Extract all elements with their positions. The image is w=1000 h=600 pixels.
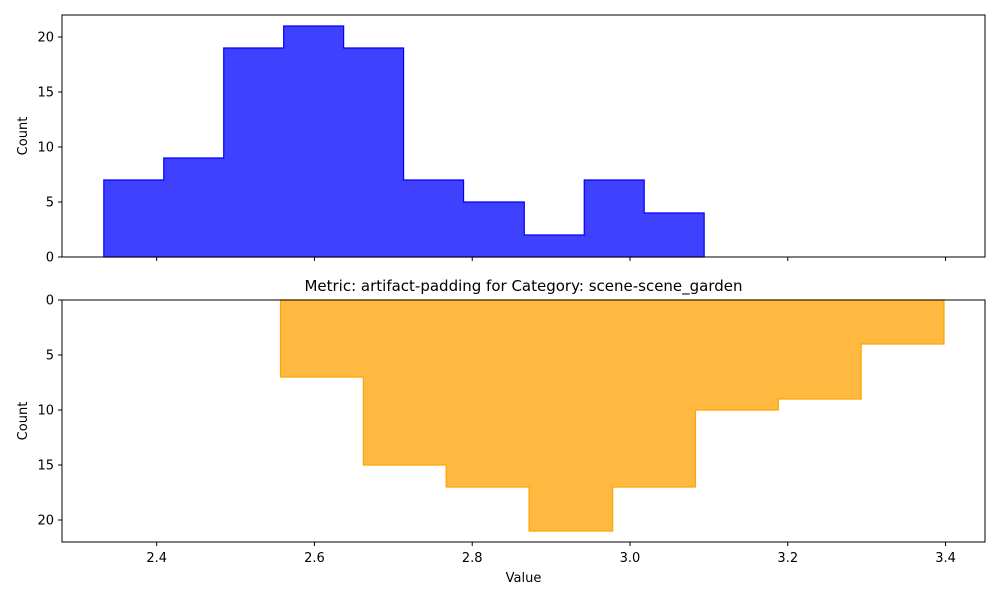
x-tick-label: 3.4 bbox=[935, 551, 956, 566]
histogram-bin bbox=[861, 300, 944, 344]
y-tick-label: 15 bbox=[37, 459, 54, 474]
y-tick-label: 0 bbox=[46, 251, 54, 266]
histogram-bin bbox=[644, 213, 704, 257]
axes-frame bbox=[61, 14, 986, 258]
histogram-bin bbox=[104, 180, 164, 257]
top-histogram-panel: 0 5 10 15 20 Count bbox=[16, 14, 986, 266]
x-tick-label: 3.2 bbox=[777, 551, 798, 566]
bottom-histogram-panel: 2.4 2.6 2.8 3.0 3.2 3.4 0 5 10 15 20 Count Value Metr… bbox=[16, 277, 986, 586]
histogram-bin bbox=[613, 300, 696, 487]
histogram-bin bbox=[446, 300, 529, 487]
x-tick-label: 2.8 bbox=[462, 551, 483, 566]
histogram-bin bbox=[281, 300, 364, 377]
histogram-bin bbox=[284, 26, 344, 257]
axes-frame bbox=[61, 299, 986, 543]
y-axis-label: Count bbox=[16, 117, 31, 156]
y-tick-label: 5 bbox=[46, 349, 54, 364]
y-tick-label: 10 bbox=[37, 141, 54, 156]
x-tick-label: 3.0 bbox=[620, 551, 641, 566]
y-tick-label: 0 bbox=[46, 294, 54, 309]
histogram-bin bbox=[695, 300, 778, 410]
chart-title: Metric: artifact-padding for Category: s… bbox=[304, 277, 742, 296]
y-tick-label: 15 bbox=[37, 86, 54, 101]
y-axis-label: Count bbox=[16, 402, 31, 441]
y-tick-label: 20 bbox=[37, 31, 54, 46]
x-tick-label: 2.6 bbox=[304, 551, 325, 566]
histogram-bin bbox=[344, 48, 404, 257]
histogram-bin bbox=[224, 48, 284, 257]
histogram-bin bbox=[464, 202, 525, 257]
histogram-bin bbox=[529, 300, 613, 531]
histogram-area bbox=[279, 299, 945, 532]
histogram-bin bbox=[584, 180, 644, 257]
y-tick-label: 5 bbox=[46, 196, 54, 211]
histogram-bin bbox=[778, 300, 861, 399]
x-tick-label: 2.4 bbox=[146, 551, 167, 566]
histogram-bin bbox=[404, 180, 464, 257]
histogram-bin bbox=[363, 300, 446, 465]
x-axis-label: Value bbox=[506, 571, 542, 586]
histogram-bin bbox=[524, 235, 584, 257]
histogram-bin bbox=[164, 158, 224, 257]
y-tick-label: 20 bbox=[37, 514, 54, 529]
y-tick-label: 10 bbox=[37, 404, 54, 419]
histogram-area bbox=[103, 25, 705, 258]
